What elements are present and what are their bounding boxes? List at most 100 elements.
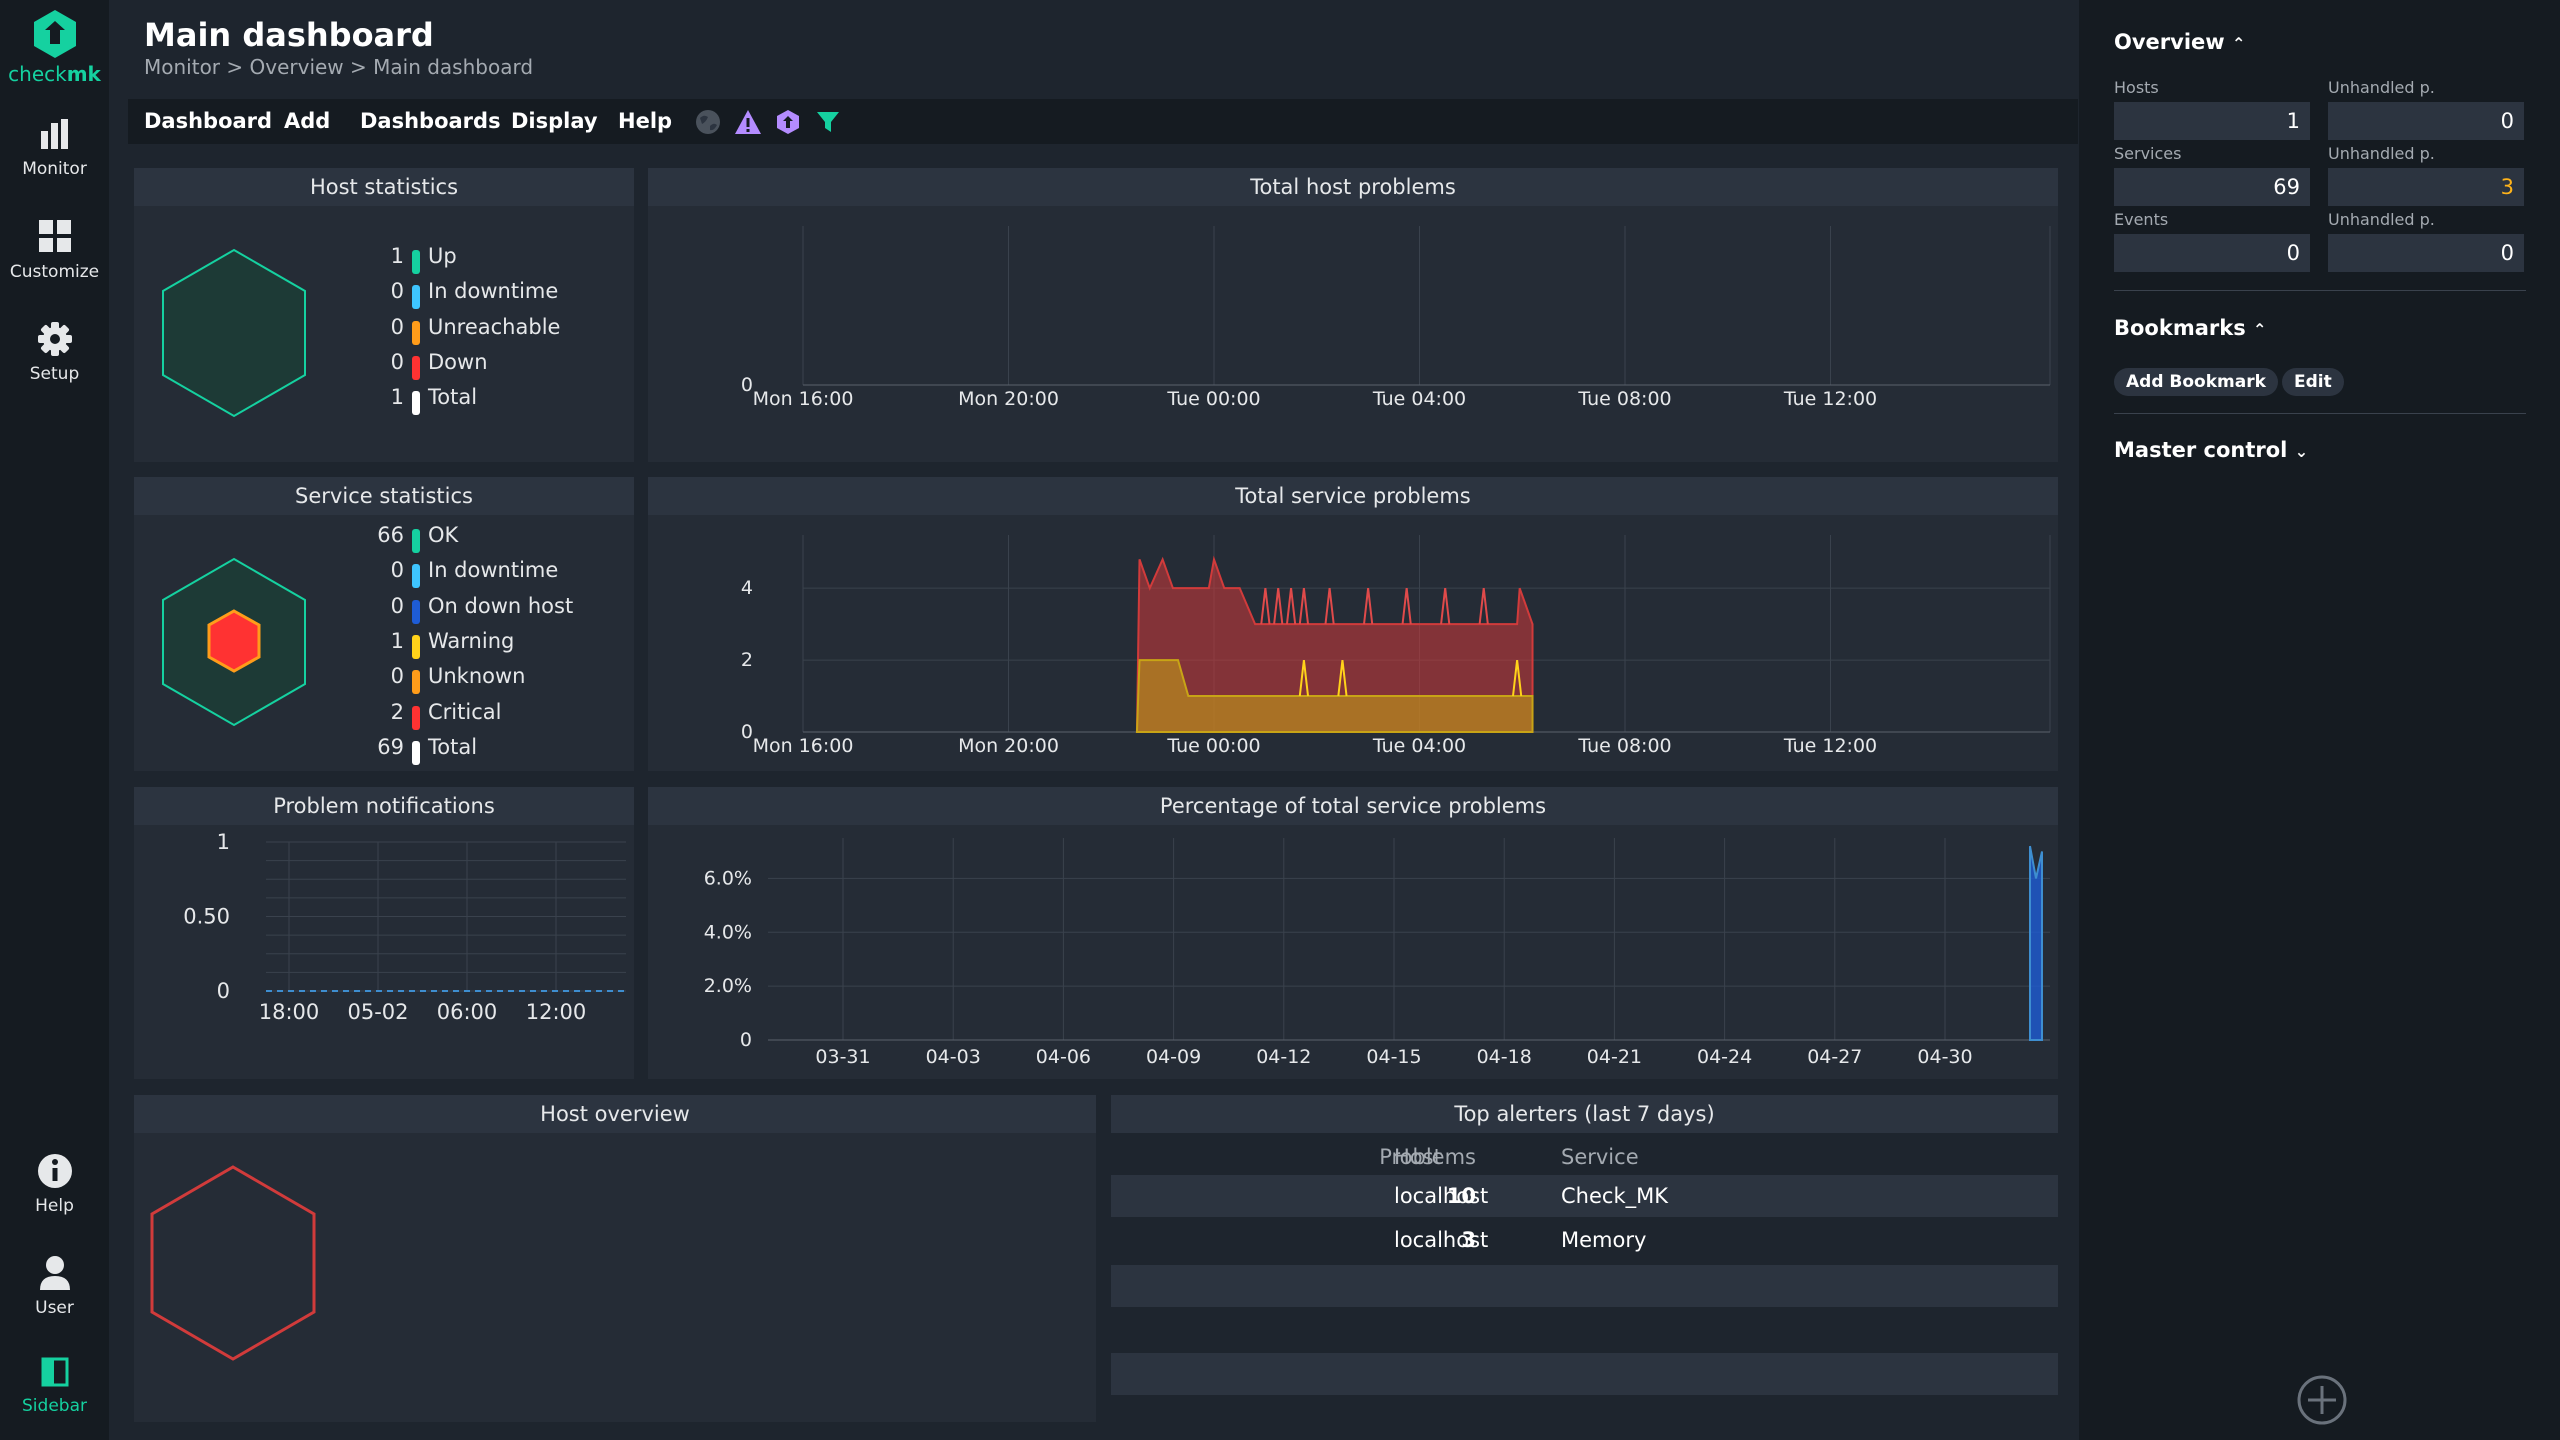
stat-row-up[interactable]: 1 Up bbox=[364, 244, 624, 279]
bookmarks-snapin-title[interactable]: Bookmarks ⌃ bbox=[2114, 316, 2266, 340]
stat-label: Unreachable bbox=[428, 314, 561, 339]
menu-display[interactable]: Display bbox=[511, 109, 598, 133]
stat-count: 0 bbox=[390, 593, 404, 618]
menu-help[interactable]: Help bbox=[618, 109, 673, 133]
nav-setup-label: Setup bbox=[29, 364, 80, 384]
total-service-problems-dashlet: Total service problems Mon 16:00 Mon 20:0… bbox=[648, 477, 2058, 771]
nav-setup[interactable]: Setup bbox=[0, 320, 109, 384]
stat-row-total[interactable]: 69 Total bbox=[364, 735, 624, 770]
services-count[interactable]: 69 bbox=[2114, 168, 2310, 206]
host-overview-hexagon[interactable] bbox=[148, 1165, 318, 1361]
problem-notifications-dashlet: Problem notifications 18:00 05-02 06:00 12:… bbox=[134, 787, 634, 1079]
cell-host[interactable]: localhost bbox=[1394, 1228, 1489, 1252]
stat-row-ok[interactable]: 66 OK bbox=[364, 523, 624, 558]
column-header-problems[interactable]: Problems bbox=[1379, 1145, 1476, 1169]
stat-label: On down host bbox=[428, 593, 574, 618]
nav-customize-label: Customize bbox=[9, 262, 100, 282]
stat-count: 1 bbox=[390, 628, 404, 653]
master-control-snapin-title[interactable]: Master control ⌄ bbox=[2114, 438, 2308, 462]
cell-service[interactable]: Memory bbox=[1561, 1228, 1647, 1252]
nav-customize[interactable]: Customize bbox=[0, 218, 109, 282]
menu-add[interactable]: Add bbox=[284, 109, 331, 133]
nav-help-label: Help bbox=[35, 1196, 74, 1216]
stat-color-bar bbox=[412, 670, 420, 695]
column-header-host[interactable]: Host bbox=[1394, 1145, 1442, 1169]
stat-color-bar bbox=[412, 740, 420, 765]
nav-monitor[interactable]: Monitor bbox=[0, 115, 109, 179]
nav-user-label: User bbox=[35, 1298, 74, 1318]
y-tick-label: 1 bbox=[217, 830, 230, 854]
checkmk-icon[interactable] bbox=[774, 108, 802, 136]
total-host-problems-chart: Mon 16:00 Mon 20:00 Tue 00:00 Tue 04:00 Tue … bbox=[741, 226, 2051, 410]
stat-row-in-downtime[interactable]: 0 In downtime bbox=[364, 558, 624, 593]
hosts-unhandled-count[interactable]: 0 bbox=[2328, 102, 2524, 140]
nav-sidebar-label: Sidebar bbox=[22, 1396, 87, 1416]
menu-dashboards[interactable]: Dashboards bbox=[360, 109, 501, 133]
nav-user[interactable]: User bbox=[0, 1254, 109, 1318]
stat-count: 0 bbox=[390, 314, 404, 339]
service-statistics-dashlet: Service statistics 66 OK 0 In downtime 0 On d… bbox=[134, 477, 634, 771]
y-tick-label: 0.50 bbox=[183, 905, 230, 929]
nav-help[interactable]: Help bbox=[0, 1152, 109, 1216]
add-bookmark-button[interactable]: Add Bookmark bbox=[2114, 368, 2278, 396]
problem-notifications-chart: 18:00 05-02 06:00 12:00 0 0.50 1 bbox=[183, 830, 626, 1024]
stat-color-bar bbox=[412, 634, 420, 659]
stat-label: OK bbox=[428, 523, 459, 547]
checkmk-logo[interactable]: checkmk bbox=[0, 8, 109, 86]
y-tick-label: 0 bbox=[740, 1029, 752, 1051]
x-tick-label: 03-31 bbox=[815, 1046, 870, 1068]
divider bbox=[2114, 290, 2526, 291]
stat-row-down[interactable]: 0 Down bbox=[364, 350, 624, 385]
service-statistics-hexagon[interactable] bbox=[159, 557, 309, 727]
x-tick-label: 04-12 bbox=[1256, 1046, 1311, 1068]
x-tick-label: 04-09 bbox=[1146, 1046, 1201, 1068]
warning-icon[interactable] bbox=[734, 108, 762, 136]
total-host-problems-dashlet: Total host problems Mon 16:00 Mon 20:00 Tu… bbox=[648, 168, 2058, 462]
x-tick-label: Mon 20:00 bbox=[958, 735, 1059, 757]
x-tick-label: Mon 20:00 bbox=[958, 388, 1059, 410]
stat-row-on-down-host[interactable]: 0 On down host bbox=[364, 594, 624, 629]
filter-icon[interactable] bbox=[814, 108, 842, 136]
breadcrumb[interactable]: Monitor > Overview > Main dashboard bbox=[144, 55, 534, 79]
stat-row-critical[interactable]: 2 Critical bbox=[364, 700, 624, 735]
cell-service[interactable]: Check_MK bbox=[1561, 1184, 1668, 1208]
gear-icon bbox=[37, 322, 72, 356]
page-menu-bar: Dashboard Add Dashboards Display Help bbox=[128, 99, 2078, 144]
host-overview-title: Host overview bbox=[134, 1095, 1096, 1133]
globe-icon[interactable] bbox=[694, 108, 722, 136]
x-tick-label: Tue 00:00 bbox=[1166, 735, 1260, 757]
chevron-up-icon: ⌃ bbox=[2253, 320, 2267, 339]
add-snapin-icon[interactable] bbox=[2296, 1374, 2348, 1426]
overview-snapin-title[interactable]: Overview ⌃ bbox=[2114, 30, 2245, 54]
table-row[interactable]: 10 localhost Check_MK bbox=[1111, 1175, 2058, 1217]
stat-row-in-downtime[interactable]: 0 In downtime bbox=[364, 279, 624, 314]
stat-row-unknown[interactable]: 0 Unknown bbox=[364, 664, 624, 699]
stat-count: 0 bbox=[390, 558, 404, 583]
series-area bbox=[2029, 845, 2043, 1041]
edit-bookmarks-button[interactable]: Edit bbox=[2282, 368, 2344, 396]
x-tick-label: Tue 04:00 bbox=[1372, 388, 1466, 410]
y-tick-label: 4 bbox=[741, 577, 753, 599]
table-row[interactable]: 3 localhost Memory bbox=[1111, 1219, 2058, 1261]
sidebar-icon bbox=[41, 1357, 68, 1387]
cell-host[interactable]: localhost bbox=[1394, 1184, 1489, 1208]
events-unhandled-count[interactable]: 0 bbox=[2328, 234, 2524, 272]
stat-row-unreachable[interactable]: 0 Unreachable bbox=[364, 315, 624, 350]
services-unhandled-count[interactable]: 3 bbox=[2328, 168, 2524, 206]
x-tick-label: 06:00 bbox=[437, 1000, 498, 1024]
stat-row-warning[interactable]: 1 Warning bbox=[364, 629, 624, 664]
info-icon bbox=[37, 1154, 72, 1188]
stat-row-total[interactable]: 1 Total bbox=[364, 385, 624, 420]
x-tick-label: 04-06 bbox=[1036, 1046, 1091, 1068]
empty-row bbox=[1111, 1309, 2058, 1351]
stat-color-bar bbox=[412, 285, 420, 310]
nav-sidebar-toggle[interactable]: Sidebar bbox=[0, 1356, 109, 1416]
hosts-count[interactable]: 1 bbox=[2114, 102, 2310, 140]
x-tick-label: 12:00 bbox=[526, 1000, 587, 1024]
problem-notifications-title: Problem notifications bbox=[134, 787, 634, 825]
menu-dashboard[interactable]: Dashboard bbox=[144, 109, 273, 133]
customize-icon bbox=[38, 220, 71, 252]
events-count[interactable]: 0 bbox=[2114, 234, 2310, 272]
column-header-service[interactable]: Service bbox=[1561, 1145, 1639, 1169]
host-statistics-hexagon[interactable] bbox=[159, 248, 309, 418]
